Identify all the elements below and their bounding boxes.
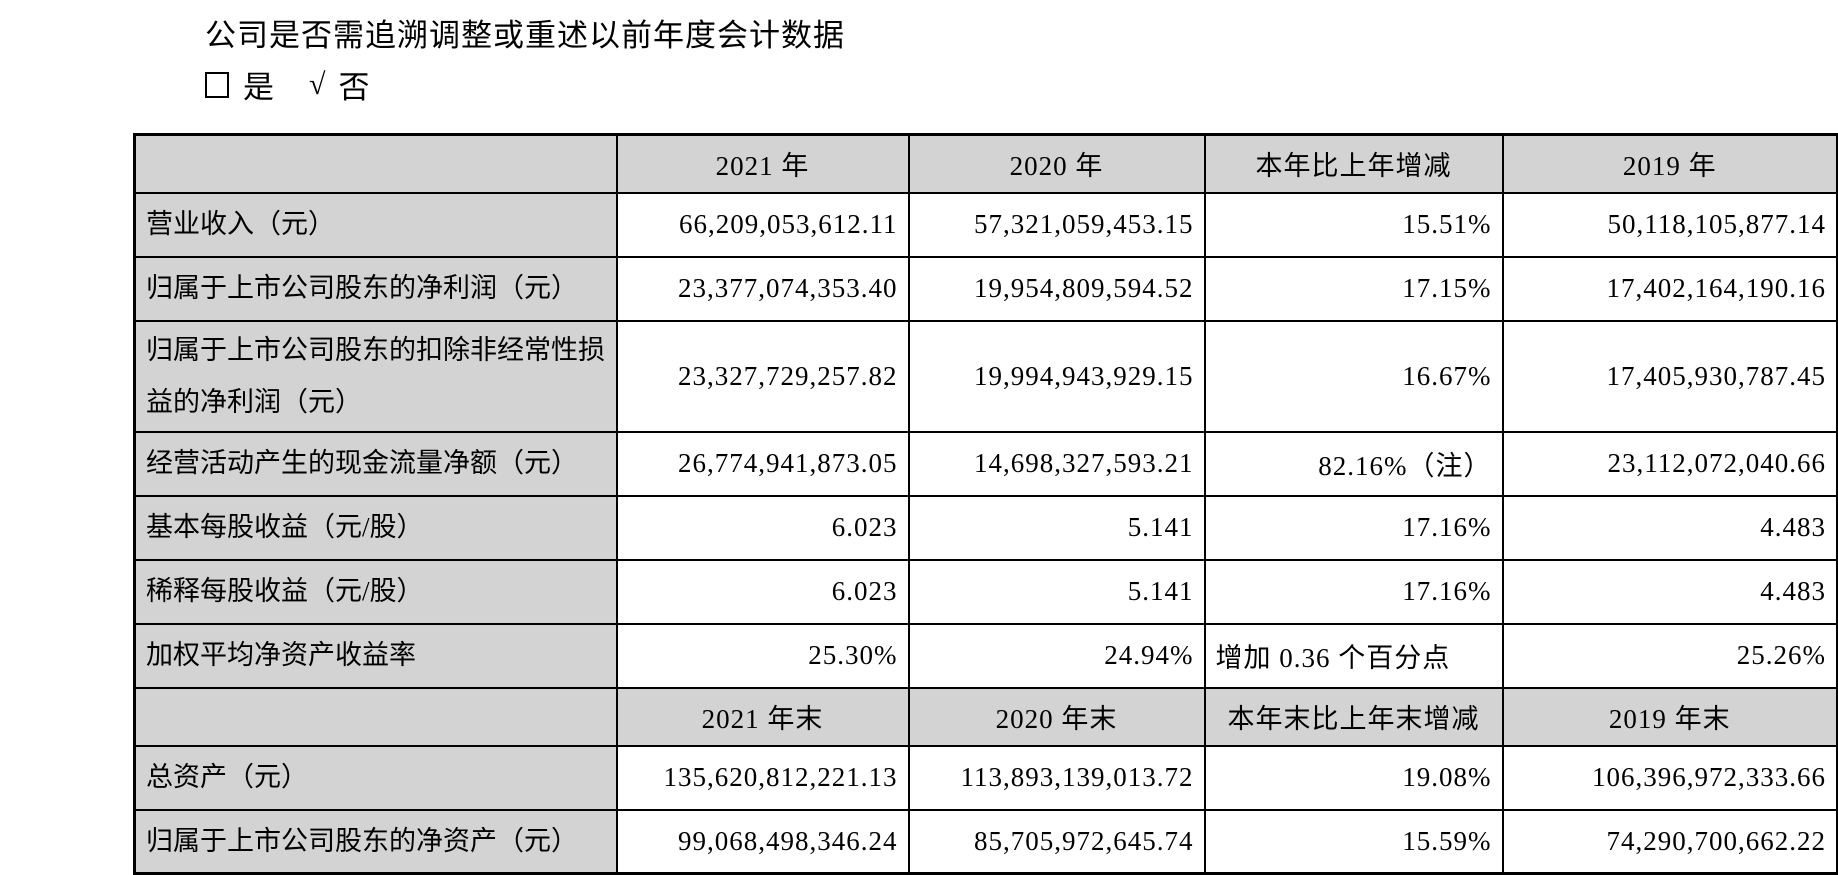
- financial-table-body: 2021 年 2020 年本年比上年增减 2019 年营业收入（元） 66,209,0…: [133, 133, 1838, 875]
- value-2020: 5.141: [907, 558, 1206, 625]
- checkbox-unchecked-icon: [205, 71, 229, 98]
- value-2019: 17,405,930,787.45: [1501, 319, 1838, 433]
- header-empty-cell: [133, 133, 618, 194]
- financial-data-table: 2021 年 2020 年本年比上年增减 2019 年营业收入（元） 66,209,0…: [133, 133, 1838, 875]
- table-header-row: 2021 年 2020 年本年比上年增减 2019 年: [133, 133, 1838, 194]
- value-2021: 99,068,498,346.24: [615, 808, 910, 875]
- value-2021: 135,620,812,221.13: [615, 744, 910, 811]
- table-row: 营业收入（元） 66,209,053,612.11 57,321,059,453.1…: [133, 191, 1838, 258]
- table-header-row: 2021 年末 2020 年末 本年末比上年末增减 2019 年末: [133, 686, 1838, 747]
- row-label: 归属于上市公司股东的扣除非经常性损益的净利润（元）: [133, 319, 618, 433]
- column-header: 2021 年末: [615, 686, 910, 747]
- value-2019: 4.483: [1501, 558, 1838, 625]
- value-change: 16.67%: [1203, 319, 1504, 433]
- value-2021: 25.30%: [615, 622, 910, 689]
- table-row: 归属于上市公司股东的扣除非经常性损益的净利润（元） 23,327,729,257.…: [133, 319, 1838, 433]
- value-2019: 4.483: [1501, 494, 1838, 561]
- row-label: 营业收入（元）: [133, 191, 618, 258]
- value-change: 17.15%: [1203, 255, 1504, 322]
- value-2019: 23,112,072,040.66: [1501, 430, 1838, 497]
- row-label: 归属于上市公司股东的净资产（元）: [133, 808, 618, 875]
- value-2021: 23,327,729,257.82: [615, 319, 910, 433]
- value-2021: 23,377,074,353.40: [615, 255, 910, 322]
- column-header: 2020 年末: [907, 686, 1206, 747]
- table-row: 归属于上市公司股东的净利润（元） 23,377,074,353.40 19,954,…: [133, 255, 1838, 322]
- column-header: 2021 年: [615, 133, 910, 194]
- row-label: 基本每股收益（元/股）: [133, 494, 618, 561]
- table-row: 加权平均净资产收益率 25.30% 24.94% 增加 0.36 个百分点 25.26%: [133, 622, 1838, 689]
- column-header: 2019 年末: [1501, 686, 1838, 747]
- table-row: 稀释每股收益（元/股） 6.023 5.141 17.16% 4.483: [133, 558, 1838, 625]
- value-2020: 14,698,327,593.21: [907, 430, 1206, 497]
- value-2021: 26,774,941,873.05: [615, 430, 910, 497]
- column-header: 2020 年: [907, 133, 1206, 194]
- row-label: 归属于上市公司股东的净利润（元）: [133, 255, 618, 322]
- yes-label: 是: [243, 70, 275, 105]
- value-change: 15.51%: [1203, 191, 1504, 258]
- value-2019: 74,290,700,662.22: [1501, 808, 1838, 875]
- column-header: 2019 年: [1501, 133, 1838, 194]
- value-2021: 6.023: [615, 558, 910, 625]
- no-label: 否: [338, 70, 371, 105]
- value-change: 82.16%（注）: [1203, 430, 1504, 497]
- column-header: 本年末比上年末增减: [1203, 686, 1504, 747]
- table-row: 基本每股收益（元/股） 6.023 5.141 17.16% 4.483: [133, 494, 1838, 561]
- yes-no-line: 是 √ 否: [205, 62, 370, 107]
- header-empty-cell: [133, 686, 618, 747]
- value-change: 15.59%: [1203, 808, 1504, 875]
- value-change: 19.08%: [1203, 744, 1504, 811]
- value-2021: 66,209,053,612.11: [615, 191, 910, 258]
- value-2019: 25.26%: [1501, 622, 1838, 689]
- row-label: 总资产（元）: [133, 744, 618, 811]
- value-2019: 50,118,105,877.14: [1501, 191, 1838, 258]
- value-change: 17.16%: [1203, 494, 1504, 561]
- row-label: 经营活动产生的现金流量净额（元）: [133, 430, 618, 497]
- table-row: 总资产（元） 135,620,812,221.13 113,893,139,013.…: [133, 744, 1838, 811]
- value-2020: 57,321,059,453.15: [907, 191, 1206, 258]
- value-2019: 106,396,972,333.66: [1501, 744, 1838, 811]
- value-2020: 113,893,139,013.72: [907, 744, 1206, 811]
- check-mark-icon: √: [309, 67, 327, 101]
- value-2020: 85,705,972,645.74: [907, 808, 1206, 875]
- column-header: 本年比上年增减: [1203, 133, 1504, 194]
- value-2021: 6.023: [615, 494, 910, 561]
- value-2020: 19,954,809,594.52: [907, 255, 1206, 322]
- question-text: 公司是否需追溯调整或重述以前年度会计数据: [205, 18, 845, 53]
- value-2020: 24.94%: [907, 622, 1206, 689]
- row-label: 加权平均净资产收益率: [133, 622, 618, 689]
- value-2019: 17,402,164,190.16: [1501, 255, 1838, 322]
- value-2020: 5.141: [907, 494, 1206, 561]
- table-row: 归属于上市公司股东的净资产（元） 99,068,498,346.24 85,705,…: [133, 808, 1838, 875]
- value-change: 增加 0.36 个百分点: [1203, 622, 1504, 689]
- row-label: 稀释每股收益（元/股）: [133, 558, 618, 625]
- value-2020: 19,994,943,929.15: [907, 319, 1206, 433]
- table-row: 经营活动产生的现金流量净额（元） 26,774,941,873.05 14,698,…: [133, 430, 1838, 497]
- value-change: 17.16%: [1203, 558, 1504, 625]
